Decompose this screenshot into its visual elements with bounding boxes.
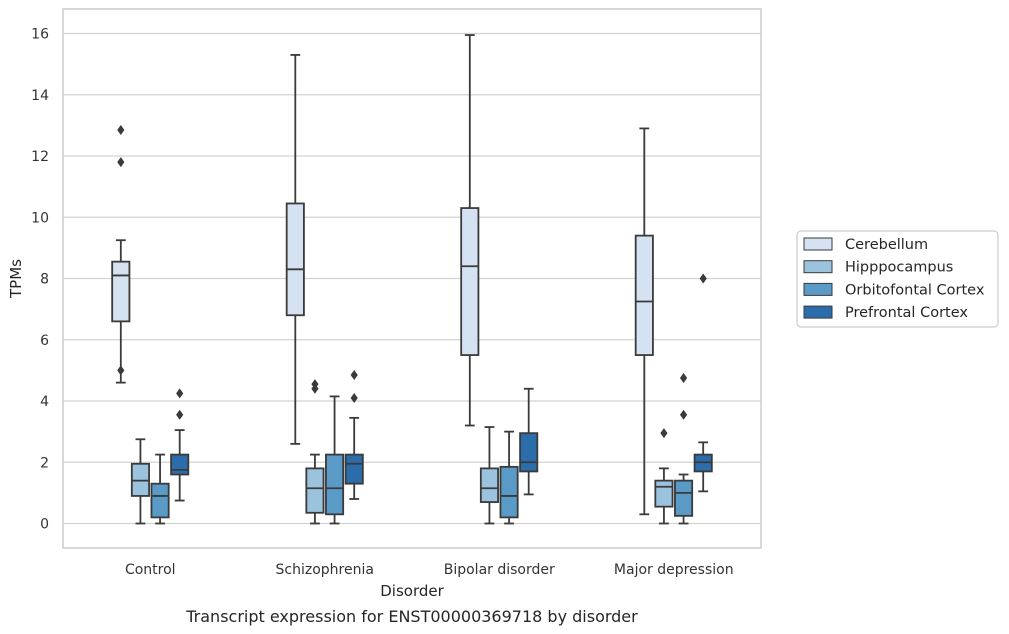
y-tick-label: 14 <box>31 88 49 104</box>
x-tick-label: Control <box>125 562 176 578</box>
box <box>111 124 131 384</box>
box-iqr <box>325 453 345 516</box>
x-tick-label: Bipolar disorder <box>444 562 555 578</box>
x-axis-ticks: Control Schizophrenia Bipolar disorder Majo… <box>125 562 734 578</box>
box <box>634 127 654 516</box>
series-prefrontal-cortex <box>170 273 713 502</box>
plot-frame <box>62 8 762 549</box>
box <box>519 387 539 496</box>
box-iqr <box>654 479 674 508</box>
legend-swatch <box>803 282 833 296</box>
grid-lines <box>63 32 761 525</box>
outlier-point <box>679 409 688 420</box>
legend: Cerebellum Hipppocampus Orbitofontal Corte… <box>796 230 999 328</box>
y-axis-ticks: 0 2 4 6 8 10 12 14 16 <box>31 27 49 533</box>
box <box>344 369 364 500</box>
outlier-point <box>679 373 688 384</box>
legend-label: Cerebellum <box>845 237 928 253</box>
box <box>285 54 305 445</box>
outlier-point <box>350 392 358 403</box>
outlier-point <box>117 124 125 135</box>
y-tick-label: 16 <box>31 27 49 43</box>
box <box>170 388 190 502</box>
outlier-point <box>117 157 125 168</box>
x-axis-title: Disorder <box>380 582 444 600</box>
series-orbitofontal-cortex <box>150 373 694 525</box>
box <box>325 395 345 525</box>
box-iqr <box>150 482 170 519</box>
legend-frame <box>796 230 999 328</box>
outlier-point <box>350 369 358 380</box>
box <box>479 426 499 525</box>
legend-swatch <box>803 237 833 251</box>
legend-label: Hipppocampus <box>845 260 953 276</box>
x-tick-label: Schizophrenia <box>276 562 374 578</box>
legend-swatch <box>803 260 833 274</box>
box <box>499 430 519 525</box>
box <box>305 379 325 525</box>
box-iqr <box>285 202 305 317</box>
box-iqr <box>111 260 131 323</box>
box-iqr <box>460 207 480 356</box>
box-iqr <box>674 479 694 517</box>
box <box>674 373 694 525</box>
box-iqr <box>344 453 364 485</box>
outlier-point <box>117 365 125 376</box>
y-tick-label: 4 <box>40 394 49 410</box>
y-tick-label: 0 <box>40 517 49 533</box>
y-tick-label: 6 <box>40 333 49 349</box>
box-plot-series <box>111 34 713 525</box>
legend-swatch <box>803 305 833 319</box>
box-iqr <box>634 234 654 356</box>
legend-label: Orbitofontal Cortex <box>845 282 985 298</box>
y-tick-label: 2 <box>40 455 49 471</box>
box-iqr <box>170 453 190 476</box>
box-iqr <box>519 432 539 473</box>
outlier-point <box>699 273 707 284</box>
series-hipppocampus <box>130 379 674 525</box>
x-tick-label: Major depression <box>614 562 734 578</box>
y-tick-label: 10 <box>31 210 49 226</box>
y-tick-label: 12 <box>31 149 49 165</box>
figure-caption: Transcript expression for ENST0000036971… <box>185 607 638 626</box>
legend-label: Prefrontal Cortex <box>845 305 968 321</box>
series-cerebellum <box>111 34 654 516</box>
box <box>150 453 170 525</box>
outlier-point <box>311 383 319 394</box>
outlier-point <box>176 409 184 420</box>
outlier-point <box>660 428 668 439</box>
y-axis-title: TPMs <box>7 259 25 299</box>
box-iqr <box>305 467 325 514</box>
outlier-point <box>176 388 184 399</box>
box-iqr <box>499 465 519 519</box>
box <box>130 438 150 525</box>
y-tick-label: 8 <box>40 272 49 288</box>
box <box>460 34 480 427</box>
box <box>693 273 713 493</box>
box-iqr <box>479 467 499 503</box>
box <box>654 428 674 525</box>
